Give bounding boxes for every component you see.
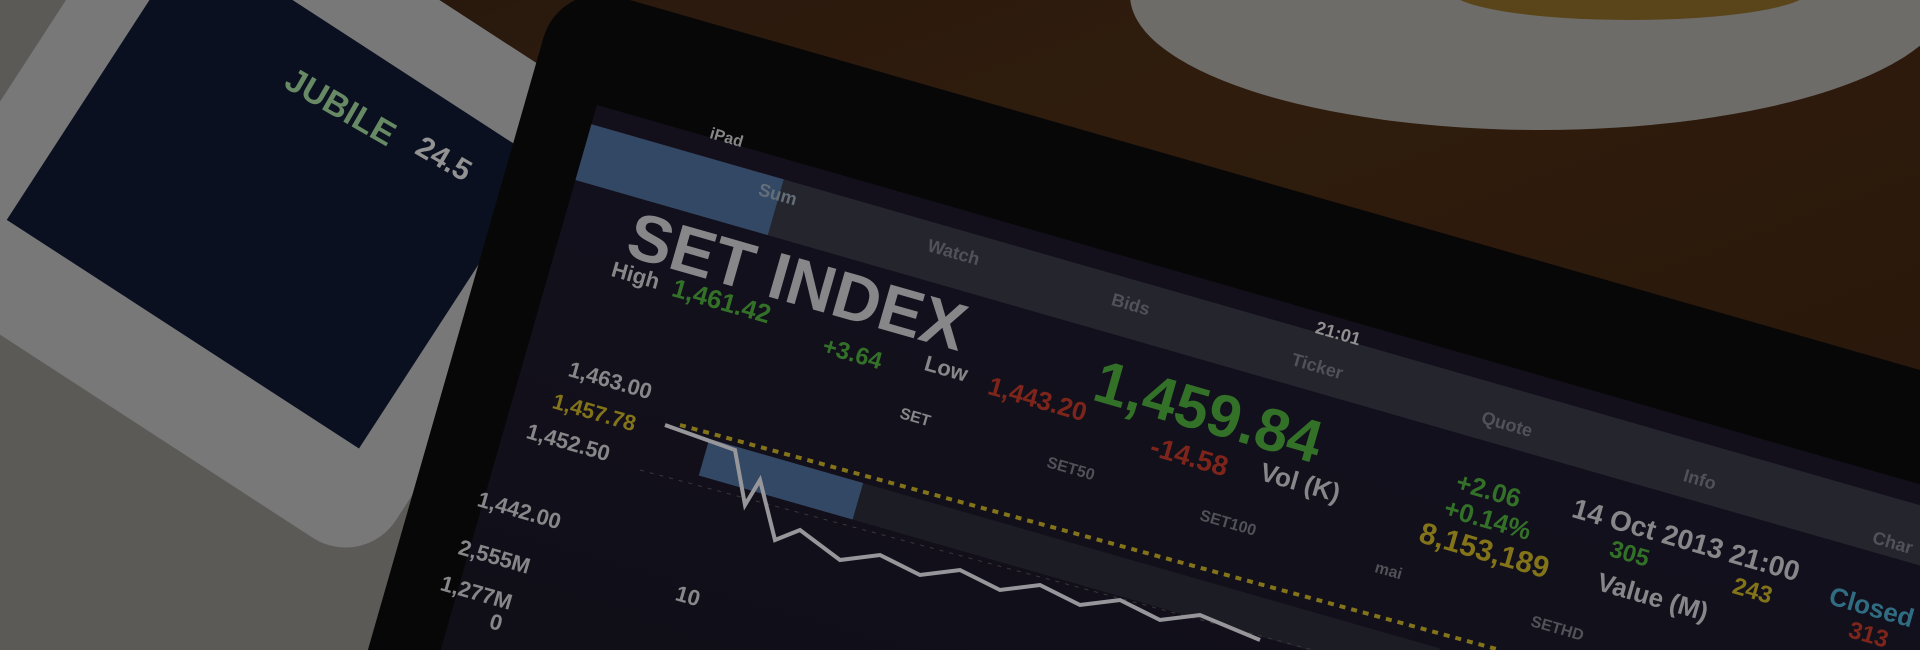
reference-line	[679, 423, 1501, 650]
plate-food	[1450, 0, 1810, 20]
price-line	[664, 423, 1261, 642]
grid-line	[639, 469, 1315, 650]
